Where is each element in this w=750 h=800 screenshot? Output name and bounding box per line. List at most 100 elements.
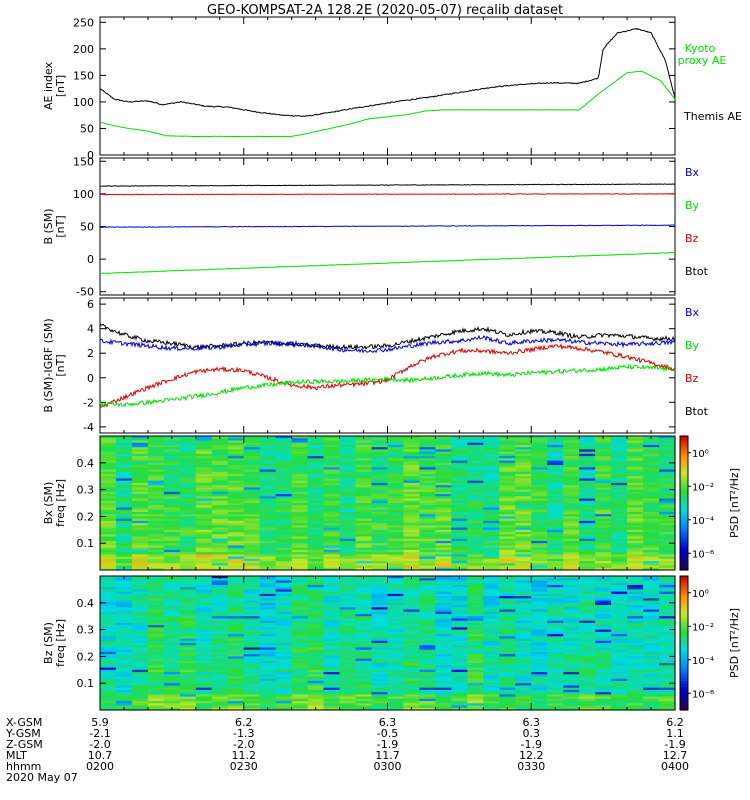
spectrogram-cell <box>515 613 532 617</box>
spectrogram-cell <box>515 525 532 529</box>
spectrogram-cell <box>579 589 596 593</box>
spectrogram-cell <box>499 563 516 567</box>
ytick-label: 250 <box>73 16 94 29</box>
spectrogram-cell <box>499 651 516 655</box>
spectrogram-cell <box>179 656 197 660</box>
spectrogram-cell <box>179 451 197 455</box>
spectrogram-cell <box>627 558 644 562</box>
spectrogram-cell <box>659 556 676 560</box>
spectrogram-cell <box>467 496 484 500</box>
spectrogram-cell <box>291 665 309 669</box>
colorbar-cell <box>680 580 688 584</box>
spectrogram-cell <box>131 491 149 495</box>
spectrogram-cell <box>147 672 165 675</box>
spectrogram-cell <box>611 558 628 562</box>
spectrogram-cell <box>211 689 229 693</box>
spectrogram-cell <box>627 489 644 493</box>
spectrogram-cell <box>531 558 548 562</box>
spectrogram-cell <box>435 500 452 504</box>
colorbar-tick-label: 10⁻⁶ <box>692 689 714 700</box>
spectrogram-cell <box>275 469 293 473</box>
spectrogram-cell <box>259 503 277 506</box>
spectrogram-cell <box>499 622 516 626</box>
spectrogram-cell <box>595 631 612 635</box>
spectrogram-cell <box>323 476 341 480</box>
spectrogram-cell <box>355 473 373 477</box>
spectrogram-cell <box>483 480 500 484</box>
spectrogram-cell <box>547 600 564 604</box>
spectrogram-cell <box>419 458 437 462</box>
spectrogram-cell <box>323 669 341 673</box>
spectrogram-cell <box>211 469 229 473</box>
spectrogram-cell <box>483 649 500 653</box>
spectrogram-cell <box>659 485 676 488</box>
spectrogram-cell <box>419 534 437 538</box>
spectrogram-cell <box>195 643 213 646</box>
spectrogram-cell <box>131 538 149 542</box>
spectrogram-cell <box>627 611 644 615</box>
spectrogram-cell <box>595 698 612 702</box>
spectrogram-cell <box>595 565 612 569</box>
spectrogram-cell <box>371 600 389 604</box>
spectrogram-cell <box>515 593 532 597</box>
spectrogram-cell <box>195 549 213 553</box>
spectrogram-cell <box>387 609 405 613</box>
spectrogram-cell <box>435 451 452 455</box>
spectrogram-cell <box>227 582 245 586</box>
spectrogram-cell <box>563 500 580 504</box>
spectrogram-cell <box>195 456 213 459</box>
spectrogram-cell <box>131 696 149 700</box>
spectrogram-cell <box>227 491 245 495</box>
colorbar-cell <box>680 578 688 582</box>
spectrogram-cell <box>195 543 213 547</box>
spectrogram-cell <box>163 529 181 533</box>
spectrogram-cell <box>131 598 149 602</box>
spectrogram-cell <box>115 669 133 673</box>
spectrogram-cell <box>195 631 213 635</box>
spectrogram-cell <box>339 609 357 613</box>
spectrogram-cell <box>227 567 245 571</box>
spectrogram-cell <box>100 667 117 671</box>
spectrogram-cell <box>387 489 405 493</box>
spectrogram-cell <box>371 532 389 535</box>
spectrogram-cell <box>115 680 133 684</box>
spectrogram-cell <box>131 440 149 444</box>
spectrogram-cell <box>307 672 325 675</box>
spectrogram-cell <box>307 503 325 506</box>
spectrogram-cell <box>387 647 405 651</box>
spectrogram-cell <box>323 500 341 504</box>
spectrogram-cell <box>323 598 341 602</box>
spectrogram-cell <box>195 656 213 660</box>
spectrogram-cell <box>627 543 644 547</box>
spectrogram-cell <box>611 654 628 657</box>
spectrogram-cell <box>371 447 389 450</box>
spectrogram-cell <box>563 591 580 595</box>
colorbar-cell <box>680 631 688 635</box>
spectrogram-cell <box>323 469 341 473</box>
spectrogram-cell <box>579 532 596 535</box>
spectrogram-cell <box>435 587 452 590</box>
spectrogram-cell <box>243 556 261 560</box>
spectrogram-cell <box>259 689 277 693</box>
spectrogram-cell <box>387 567 405 571</box>
spectrogram-cell <box>259 596 277 599</box>
spectrogram-cell <box>419 582 437 586</box>
spectrogram-cell <box>483 451 500 455</box>
spectrogram-cell <box>275 442 293 446</box>
spectrogram-cell <box>435 514 452 517</box>
spectrogram-cell <box>100 520 117 524</box>
spectrogram-cell <box>100 593 117 597</box>
spectrogram-cell <box>435 496 452 500</box>
spectrogram-cell <box>579 516 596 520</box>
spectrogram-cell <box>627 552 644 555</box>
spectrogram-cell <box>147 685 165 689</box>
spectrogram-cell <box>227 696 245 700</box>
spectrogram-cell <box>435 643 452 646</box>
spectrogram-cell <box>659 442 676 446</box>
spectrogram-cell <box>131 442 149 446</box>
spectrogram-cell <box>163 598 181 602</box>
spectrogram-cell <box>259 520 277 524</box>
spectrogram-cell <box>659 532 676 535</box>
spectrogram-cell <box>211 701 229 704</box>
